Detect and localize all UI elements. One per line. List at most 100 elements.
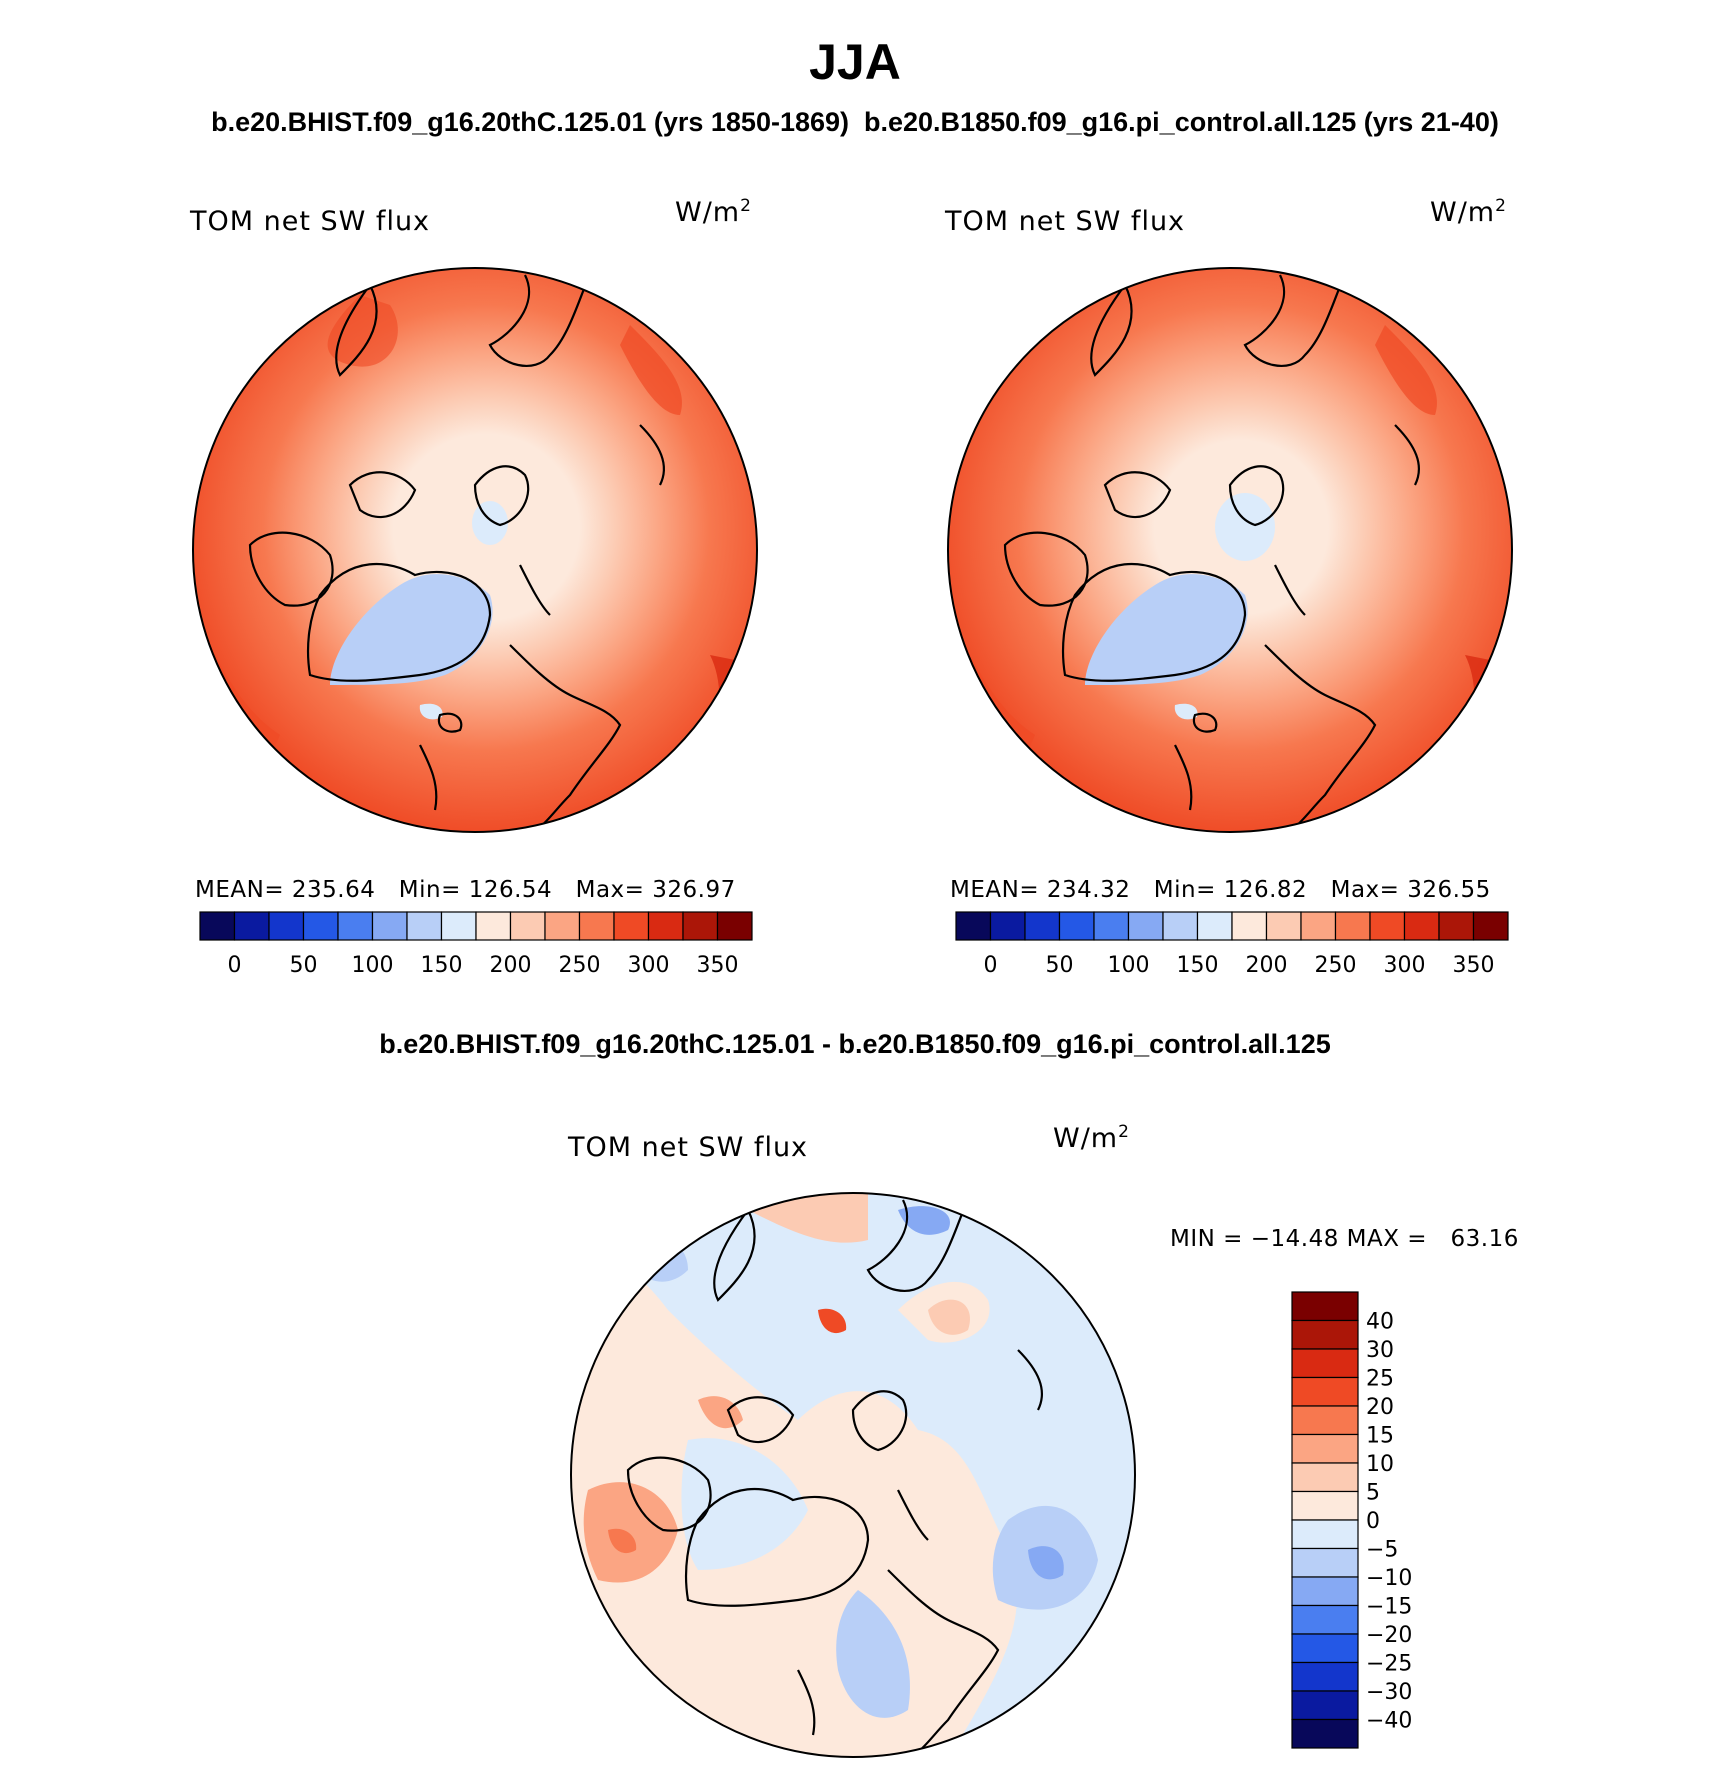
panel1-colorbar-tick-label: 300 [628, 953, 670, 978]
panel2-colorbar-swatch [1300, 911, 1337, 941]
diff-colorbar-swatch [1291, 1690, 1359, 1721]
panel1-colorbar-tick-label: 100 [352, 953, 394, 978]
panel1-colorbar-swatch [613, 911, 650, 941]
panel1-colorbar-swatch [578, 911, 615, 941]
diff-colorbar-swatch [1291, 1433, 1359, 1464]
diff-colorbar-tick-label: 0 [1366, 1509, 1380, 1534]
panel1-iceland [419, 703, 443, 720]
panel1-variable-label: TOM net SW flux [190, 206, 431, 237]
panel1-units-label: W/m2 [675, 196, 752, 228]
diff-colorbar-swatch [1291, 1576, 1359, 1607]
diff-colorbar-swatch [1291, 1291, 1359, 1322]
panel2-variable-label: TOM net SW flux [945, 206, 1186, 237]
panel1-colorbar-swatch [716, 911, 753, 941]
diff-colorbar-tick-label: −10 [1366, 1566, 1412, 1591]
panel1-colorbar-swatch [337, 911, 374, 941]
diff-colorbar-swatch [1291, 1462, 1359, 1493]
diff-colorbar-swatch [1291, 1604, 1359, 1635]
diff-colorbar-swatch [1291, 1718, 1359, 1749]
panel1-colorbar-swatch [268, 911, 305, 941]
panel2-coastlines [1003, 274, 1502, 832]
diff-colorbar: 40 30 25 20 15 10 5 0 −5 −10 −15 −20 −25 −30 −40 [1291, 1291, 1412, 1749]
diff-colorbar-swatch [1291, 1376, 1359, 1407]
panel1-colorbar-tick-label: 50 [290, 953, 318, 978]
diff-colorbar-swatch [1291, 1319, 1359, 1350]
panel2-colorbar-swatch [1265, 911, 1302, 941]
panel1-map-background [193, 268, 757, 832]
panel2-colorbar-tick-label: 150 [1177, 953, 1219, 978]
panel2-stats: MEAN= 234.32 Min= 126.82 Max= 326.55 [950, 877, 1491, 903]
diff-map-border [570, 1192, 1136, 1758]
panel2-colorbar-swatch [989, 911, 1026, 941]
panel2-units-exponent: 2 [1495, 196, 1507, 216]
panel2-colorbar-swatch [1403, 911, 1440, 941]
diff-colorbar-tick-label: 25 [1366, 1367, 1394, 1392]
panel1-colorbar-swatch [475, 911, 512, 941]
panel2-colorbar-swatch [955, 911, 992, 941]
diff-colorbar-swatch [1291, 1547, 1359, 1578]
panel2-colorbar-swatch [1093, 911, 1130, 941]
diff-colorbar-tick-label: 40 [1366, 1310, 1394, 1335]
panel2-colorbar-tick-label: 100 [1108, 953, 1150, 978]
panel1-units-base: W/m [675, 197, 741, 228]
panel1-colorbar-tick-label: 250 [559, 953, 601, 978]
panel1-colorbar-swatch [682, 911, 719, 941]
panel1-colorbar-tick-label: 0 [228, 953, 242, 978]
panel2-colorbar-swatch [1231, 911, 1268, 941]
panel1-stats: MEAN= 235.64 Min= 126.54 Max= 326.97 [195, 877, 736, 903]
diff-colorbar-swatch [1291, 1519, 1359, 1550]
diff-colorbar-tick-label: 30 [1366, 1338, 1394, 1363]
panel1-polar-map [192, 267, 758, 833]
panel2-units-base: W/m [1430, 197, 1496, 228]
panel1-colorbar-swatch [440, 911, 477, 941]
diff-colorbar-tick-label: −20 [1366, 1623, 1412, 1648]
panel1-colorbar-swatch [233, 911, 270, 941]
panel1-colorbar: 0 50 100 150 200 250 300 350 [199, 911, 753, 978]
panel1-colorbar-tick-label: 200 [490, 953, 532, 978]
panel2-units-label: W/m2 [1430, 196, 1507, 228]
panel1-colorbar-swatch [544, 911, 581, 941]
panel1-units-exponent: 2 [740, 196, 752, 216]
diff-colorbar-tick-label: 5 [1366, 1481, 1380, 1506]
diff-units-base: W/m [1053, 1123, 1119, 1154]
panel2-colorbar-tick-label: 0 [984, 953, 998, 978]
panel2-colorbar-swatch [1438, 911, 1475, 941]
panel1-colorbar-tick-label: 150 [421, 953, 463, 978]
panel1-greenland-ice [330, 574, 493, 685]
diff-colorbar-swatch [1291, 1661, 1359, 1692]
panel1-colorbar-tick-label: 350 [697, 953, 739, 978]
panel2-colorbar-swatch [1058, 911, 1095, 941]
panel2-colorbar-tick-label: 300 [1384, 953, 1426, 978]
diff-colorbar-swatch [1291, 1405, 1359, 1436]
diff-colorbar-tick-label: −40 [1366, 1709, 1412, 1734]
panel2-colorbar-tick-label: 200 [1246, 953, 1288, 978]
panel2-colorbar-tick-label: 350 [1453, 953, 1495, 978]
panel2-colorbar-swatch [1024, 911, 1061, 941]
diff-units-label: W/m2 [1053, 1122, 1130, 1154]
diff-colorbar-tick-label: −5 [1366, 1538, 1398, 1563]
panel1-colorbar-swatch [302, 911, 339, 941]
diff-colorbar-swatch [1291, 1490, 1359, 1521]
panel2-colorbar-swatch [1162, 911, 1199, 941]
diff-units-exponent: 2 [1118, 1122, 1130, 1142]
panel2-colorbar-swatch [1472, 911, 1509, 941]
page-title: JJA [809, 34, 901, 90]
panel2-greenland-ice [1085, 574, 1248, 685]
panel2-colorbar-swatch [1127, 911, 1164, 941]
diff-coastlines [626, 1199, 1043, 1757]
panel1-colorbar-swatch [371, 911, 408, 941]
panel1-colorbar-swatch [509, 911, 546, 941]
panel1-colorbar-swatch [406, 911, 443, 941]
diff-colorbar-tick-label: 20 [1366, 1395, 1394, 1420]
panel1-map-border [192, 267, 758, 833]
diff-polar-map [570, 1192, 1136, 1758]
difference-title: b.e20.BHIST.f09_g16.20thC.125.01 - b.e20… [379, 1029, 1331, 1059]
panel1-colorbar-swatch [647, 911, 684, 941]
panel2-colorbar-tick-label: 50 [1046, 953, 1074, 978]
panel2-colorbar-tick-label: 250 [1315, 953, 1357, 978]
diff-colorbar-swatch [1291, 1348, 1359, 1379]
diff-colorbar-tick-label: 15 [1366, 1424, 1394, 1449]
panel2-colorbar-swatch [1196, 911, 1233, 941]
diff-colorbar-tick-label: 10 [1366, 1452, 1394, 1477]
panel2-map-border [947, 267, 1513, 833]
